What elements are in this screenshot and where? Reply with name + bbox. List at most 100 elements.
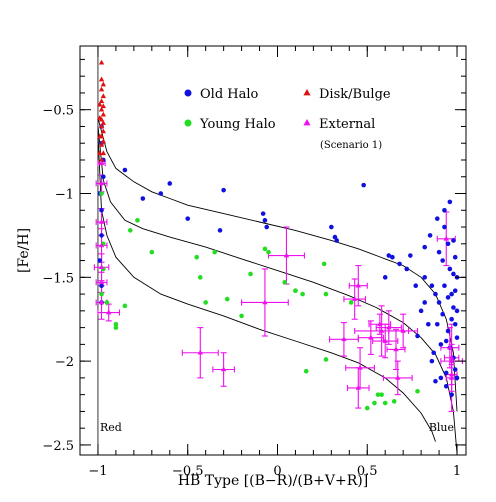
y-tick-label: −2	[55, 355, 74, 370]
disk-bulge-point	[97, 150, 103, 156]
young-halo-point	[348, 300, 354, 305]
young-halo-point	[135, 218, 140, 223]
plot-frame	[79, 45, 467, 456]
external-point	[448, 374, 455, 380]
old-halo-point	[158, 191, 164, 196]
young-halo-point	[149, 249, 155, 255]
old-halo-point	[454, 308, 460, 314]
old-halo-point	[221, 187, 226, 193]
young-halo-point	[113, 321, 119, 327]
old-halo-point	[445, 241, 451, 247]
external-point	[283, 252, 290, 258]
young-halo-point	[203, 300, 208, 305]
old-halo-point	[431, 350, 436, 356]
external-point	[448, 358, 455, 363]
x-tick-label: −0.5	[172, 464, 204, 479]
external-point	[355, 282, 361, 288]
young-halo-point	[372, 400, 377, 406]
legend-note-external: (Scenario 1)	[320, 140, 382, 151]
old-halo-point	[454, 335, 460, 340]
old-halo-point	[445, 328, 451, 334]
plot-border	[79, 45, 467, 456]
old-halo-point	[452, 367, 458, 372]
disk-bulge-point	[98, 106, 105, 112]
old-halo-point	[217, 228, 223, 233]
old-halo-point	[443, 338, 449, 344]
external-point	[382, 338, 388, 343]
young-halo-point	[303, 368, 309, 374]
old-halo-point	[415, 333, 420, 339]
old-halo-point	[438, 342, 444, 347]
old-halo-point	[452, 321, 458, 327]
young-halo-point	[282, 280, 287, 285]
old-halo-point	[262, 218, 268, 223]
external-point	[448, 371, 455, 377]
old-halo-point	[433, 378, 438, 384]
disk-bulge-point	[97, 101, 103, 107]
old-halo-point	[436, 300, 442, 305]
model-curve	[97, 134, 436, 442]
disk-bulge-point	[97, 133, 103, 139]
disk-bulge-point	[100, 93, 107, 99]
external-point	[98, 279, 105, 285]
old-halo-point	[390, 254, 395, 260]
data-points	[97, 59, 460, 411]
disk-bulge-point	[100, 81, 107, 87]
old-halo-point	[264, 224, 270, 230]
x-tick-label: 0	[273, 464, 281, 479]
young-halo-point	[113, 325, 119, 330]
external-point	[447, 344, 453, 350]
x-tick-label: −1	[88, 464, 107, 479]
external-point	[386, 324, 392, 330]
axis-ticks: −1 −0.5 0 0.5 1 −0.5 −1 −1.5 −2 −2.5	[42, 46, 466, 479]
disk-bulge-point	[98, 76, 105, 82]
old-halo-point	[140, 196, 146, 201]
old-halo-point	[329, 224, 334, 230]
legend-marker-old-halo	[184, 89, 192, 97]
model-curve	[97, 117, 458, 412]
model-curve	[97, 126, 458, 454]
young-halo-point	[266, 249, 271, 255]
external-point	[98, 264, 105, 270]
old-halo-point	[454, 375, 460, 381]
old-halo-point	[404, 266, 410, 272]
external-error-bars	[93, 160, 463, 412]
young-halo-point	[239, 313, 244, 319]
external-point	[98, 180, 105, 186]
x-axis-title: HB Type [(B−R)/(B+V+R)]	[178, 473, 368, 489]
legend-item-young-halo: Young Halo	[184, 117, 276, 132]
young-halo-point	[321, 261, 327, 267]
legend-marker-young-halo	[184, 119, 192, 127]
old-halo-point	[397, 261, 402, 267]
external-point	[400, 327, 406, 333]
young-halo-point	[197, 275, 203, 280]
y-tick-label: −1	[55, 188, 74, 203]
old-halo-point	[122, 167, 128, 173]
old-halo-point	[447, 266, 453, 272]
disk-bulge-point	[100, 138, 107, 144]
old-halo-point	[440, 311, 445, 317]
old-halo-point	[443, 383, 449, 389]
old-halo-point	[434, 216, 440, 221]
disk-bulge-point	[98, 156, 105, 162]
old-halo-point	[408, 253, 413, 258]
external-point	[98, 160, 105, 166]
old-halo-point	[97, 258, 103, 263]
disk-bulge-point	[98, 123, 105, 129]
young-halo-point	[104, 300, 110, 305]
young-halo-point	[99, 291, 104, 297]
external-point	[448, 354, 455, 360]
old-halo-point	[452, 254, 458, 260]
old-halo-point	[451, 271, 456, 277]
external-point	[368, 334, 374, 340]
young-halo-point	[375, 392, 381, 397]
old-halo-point	[99, 207, 104, 213]
young-halo-point	[99, 191, 104, 196]
external-point	[357, 364, 363, 370]
old-halo-point	[413, 283, 419, 289]
external-point	[98, 242, 105, 248]
external-point	[351, 296, 358, 301]
legend-item-disk-bulge: Disk/Bulge	[303, 87, 391, 102]
old-halo-point	[434, 321, 440, 327]
disk-bulge-point	[98, 98, 105, 104]
